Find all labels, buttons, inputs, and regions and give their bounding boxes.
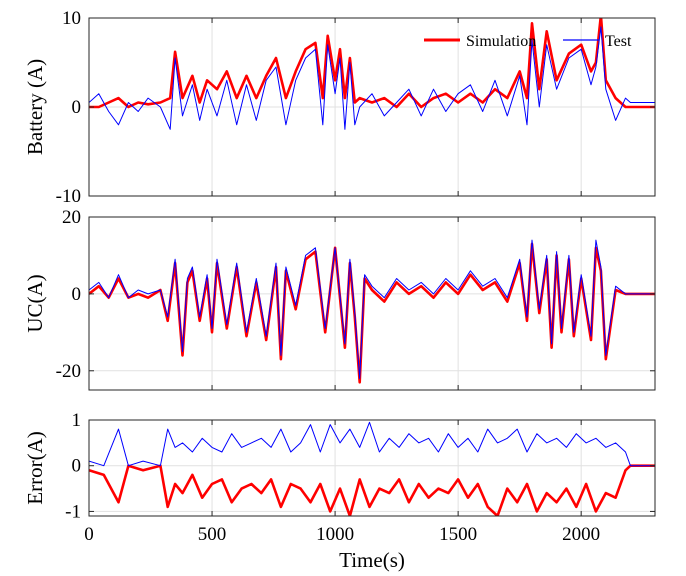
x-axis-label: Time(s) — [339, 548, 405, 572]
uc-panel: -20 0 20 UC(A) — [23, 207, 656, 391]
y-tick-label: -10 — [56, 186, 81, 207]
series-line-test — [89, 239, 655, 379]
y-tick-label: 0 — [72, 284, 82, 305]
series-line-test — [89, 26, 655, 130]
y-tick-label: 10 — [62, 8, 81, 29]
series-line-test — [89, 421, 655, 467]
y-axis-label: Error(A) — [23, 431, 47, 504]
legend-test-label: Test — [605, 33, 632, 50]
y-axis-label: Battery (A) — [23, 59, 47, 155]
x-tick-label: 0 — [84, 524, 94, 545]
x-tick-label: 1000 — [316, 524, 354, 545]
y-tick-label: -20 — [56, 361, 81, 382]
y-axis-label: UC(A) — [23, 274, 47, 332]
legend-simulation-label: Simulation — [466, 33, 536, 50]
y-tick-label: 0 — [72, 456, 82, 477]
axes-box — [88, 419, 656, 517]
y-tick-label: 1 — [72, 410, 82, 431]
axes-box — [88, 216, 656, 391]
plot-area — [89, 217, 655, 390]
battery-panel: -10 0 10 Battery (A) — [23, 8, 656, 207]
x-tick-label: 1500 — [439, 524, 477, 545]
x-tick-label: 2000 — [562, 524, 600, 545]
legend: Simulation Test — [424, 33, 632, 50]
x-tick-label: 500 — [198, 524, 227, 545]
y-tick-label: 0 — [72, 97, 82, 118]
y-tick-label: 20 — [62, 207, 81, 228]
y-tick-label: -1 — [65, 501, 81, 522]
series-line-simulation — [89, 18, 655, 109]
series-line-simulation — [89, 464, 655, 516]
